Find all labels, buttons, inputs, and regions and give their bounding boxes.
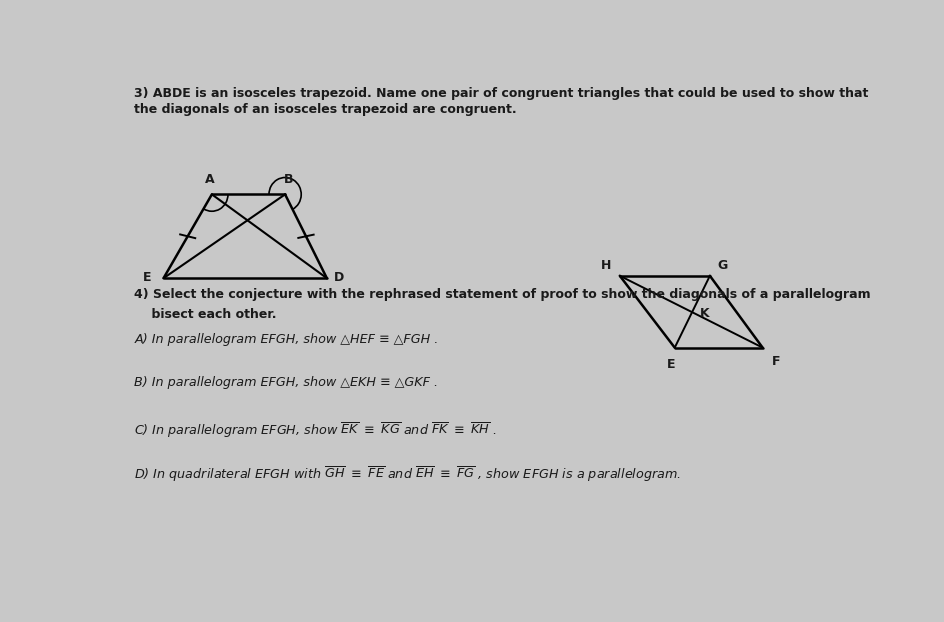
Text: 3) ABDE is an isosceles trapezoid. Name one pair of congruent triangles that cou: 3) ABDE is an isosceles trapezoid. Name … [134, 86, 868, 100]
Text: A: A [205, 173, 214, 186]
Text: D: D [334, 271, 344, 284]
Text: E: E [666, 358, 675, 371]
Text: bisect each other.: bisect each other. [134, 308, 277, 321]
Text: 4) Select the conjecture with the rephrased statement of proof to show the diago: 4) Select the conjecture with the rephra… [134, 288, 870, 301]
Text: K: K [699, 307, 708, 320]
Text: D) In quadrilateral EFGH with $\overline{GH}$ $\equiv$ $\overline{FE}$ and $\ove: D) In quadrilateral EFGH with $\overline… [134, 465, 681, 484]
Text: B: B [284, 173, 294, 186]
Text: B) In parallelogram EFGH, show △EKH ≡ △GKF .: B) In parallelogram EFGH, show △EKH ≡ △G… [134, 376, 438, 389]
Text: H: H [600, 259, 611, 272]
Text: F: F [770, 355, 779, 368]
Text: the diagonals of an isosceles trapezoid are congruent.: the diagonals of an isosceles trapezoid … [134, 103, 516, 116]
Text: A) In parallelogram EFGH, show △HEF ≡ △FGH .: A) In parallelogram EFGH, show △HEF ≡ △F… [134, 333, 438, 346]
Text: C) In parallelogram EFGH, show $\overline{EK}$ $\equiv$ $\overline{KG}$ and $\ov: C) In parallelogram EFGH, show $\overlin… [134, 420, 497, 440]
Text: G: G [716, 259, 727, 272]
Text: E: E [143, 271, 152, 284]
